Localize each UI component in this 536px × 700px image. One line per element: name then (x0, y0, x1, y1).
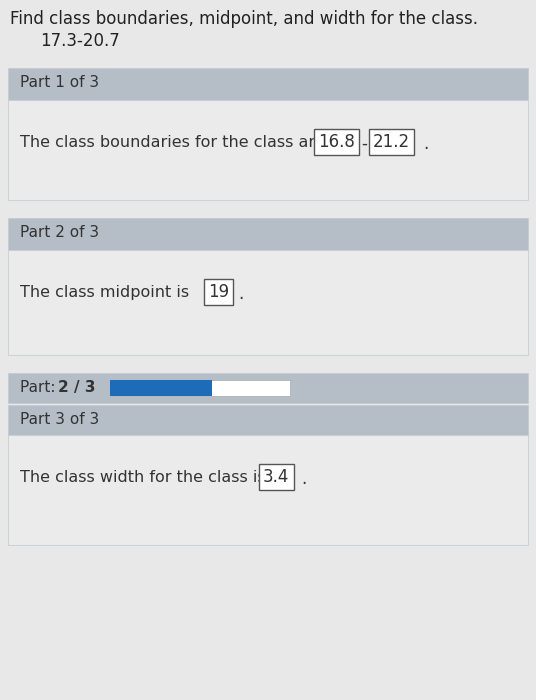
Bar (8, 435, 528, 545)
Text: .: . (423, 135, 428, 153)
Text: 16.8: 16.8 (318, 133, 355, 151)
Text: 17.3-20.7: 17.3-20.7 (40, 32, 120, 50)
Text: Find class boundaries, midpoint, and width for the class.: Find class boundaries, midpoint, and wid… (10, 10, 478, 28)
Text: The class midpoint is: The class midpoint is (20, 285, 189, 300)
Text: -: - (361, 135, 367, 153)
Bar (110, 380, 212, 396)
Text: The class boundaries for the class are: The class boundaries for the class are (20, 135, 325, 150)
Text: The class width for the class is: The class width for the class is (20, 470, 266, 485)
Text: Part 3 of 3: Part 3 of 3 (20, 412, 99, 427)
Text: 21.2: 21.2 (373, 133, 410, 151)
Bar (110, 380, 290, 396)
Text: 2 / 3: 2 / 3 (58, 380, 95, 395)
Bar (8, 405, 528, 435)
Text: 3.4: 3.4 (263, 468, 289, 486)
Text: .: . (301, 470, 306, 488)
Text: Part:: Part: (20, 380, 61, 395)
Bar (8, 68, 528, 100)
Bar (8, 250, 528, 355)
Text: Part 1 of 3: Part 1 of 3 (20, 75, 99, 90)
Bar (8, 100, 528, 200)
Bar (8, 218, 528, 250)
Bar (8, 373, 528, 403)
Text: Part 2 of 3: Part 2 of 3 (20, 225, 99, 240)
Text: .: . (238, 285, 243, 303)
Text: 19: 19 (208, 283, 229, 301)
